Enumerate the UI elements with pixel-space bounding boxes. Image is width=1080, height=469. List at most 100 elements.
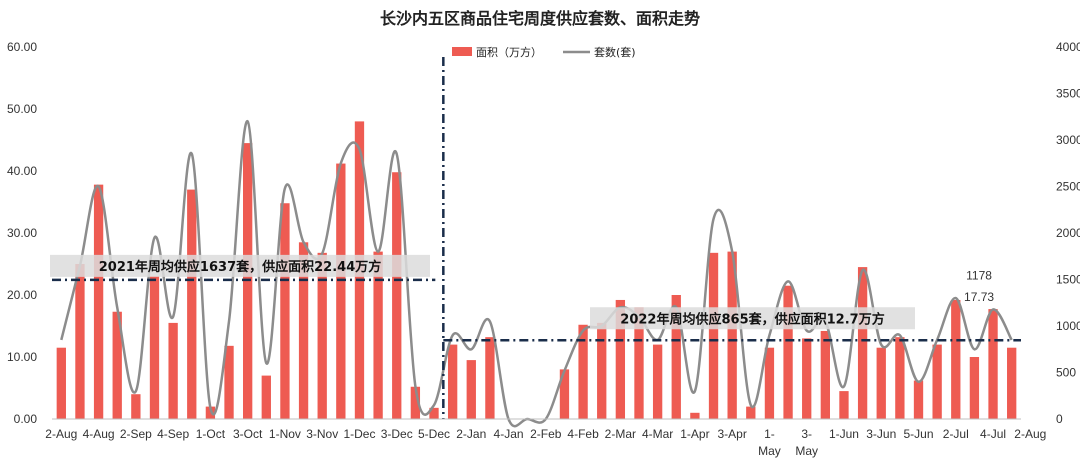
- y-tick-label: 10.00: [7, 350, 37, 364]
- area-bar: [690, 412, 700, 419]
- y-tick-label: 20.00: [7, 288, 37, 302]
- y-tick-label: 0.00: [14, 412, 38, 426]
- area-bar: [317, 252, 327, 419]
- reference-note-box: [50, 254, 430, 277]
- data-label: 1178: [966, 268, 992, 282]
- area-bar: [131, 394, 141, 419]
- y2-tick-label: 1000: [1056, 319, 1080, 333]
- y2-tick-label: 0: [1056, 412, 1063, 426]
- area-bar: [56, 347, 66, 419]
- area-bar: [485, 337, 495, 419]
- area-bar: [205, 406, 216, 419]
- x-tick-label: 4-Mar: [642, 427, 673, 441]
- x-tick-label: 1-Oct: [196, 427, 226, 441]
- area-bar: [727, 251, 737, 419]
- area-bar: [112, 311, 122, 419]
- area-bar: [261, 375, 271, 419]
- x-tick-label: 1-May: [758, 427, 781, 458]
- y-tick-label: 30.00: [7, 226, 37, 240]
- legend-swatch-area: [452, 47, 472, 56]
- x-tick-label: 5-Dec: [418, 427, 450, 441]
- area-bar: [652, 344, 663, 419]
- area-bar: [764, 347, 775, 419]
- area-bar: [168, 322, 178, 419]
- x-tick-label: 4-Jan: [494, 427, 524, 441]
- area-bar: [895, 337, 905, 419]
- area-bar: [634, 307, 644, 419]
- x-tick-label: 2-Feb: [530, 427, 562, 441]
- legend-label-units: 套数(套): [594, 46, 636, 59]
- area-bar: [988, 309, 998, 419]
- area-bar: [429, 407, 439, 419]
- reference-note-box: [590, 307, 915, 330]
- reference-note-label: 2021年周均供应1637套，供应面积22.44万方: [99, 259, 381, 275]
- y2-tick-label: 2500: [1056, 180, 1080, 194]
- reference-note-label: 2022年周均供应865套，供应面积12.7万方: [620, 311, 884, 327]
- x-tick-label: 2-Jul: [943, 427, 969, 441]
- area-bar: [447, 344, 458, 419]
- y2-tick-label: 1500: [1056, 273, 1080, 287]
- x-tick-label: 1-Jun: [829, 427, 859, 441]
- y2-tick-label: 2000: [1056, 226, 1080, 240]
- x-tick-label: 1-Dec: [343, 427, 375, 441]
- area-bar: [224, 345, 234, 419]
- area-bar: [373, 251, 383, 419]
- area-bar: [913, 380, 924, 419]
- area-bar: [708, 252, 719, 419]
- x-tick-label: 2-Jan: [456, 427, 486, 441]
- y2-tick-label: 3000: [1056, 133, 1080, 147]
- y-tick-label: 60.00: [7, 40, 37, 54]
- x-tick-label: 3-Oct: [233, 427, 263, 441]
- area-bar: [392, 172, 402, 419]
- area-bar: [149, 276, 160, 419]
- area-bar: [783, 285, 793, 419]
- area-bar: [298, 242, 309, 419]
- area-bar: [839, 391, 849, 419]
- area-bar: [876, 347, 886, 419]
- x-tick-label: 2-Aug: [1014, 427, 1046, 441]
- area-bar: [671, 295, 681, 419]
- data-label: 17.73: [964, 290, 994, 304]
- area-bar: [951, 299, 961, 419]
- area-bar: [802, 338, 812, 419]
- legend-label-area: 面积（万方）: [476, 45, 542, 59]
- x-tick-label: 3-Jun: [866, 427, 896, 441]
- area-bar: [559, 369, 570, 419]
- x-tick-label: 1-Nov: [269, 427, 301, 441]
- reference-lines: 2021年周均供应1637套，供应面积22.44万方 2022年周均供应865套，…: [50, 57, 1021, 419]
- area-bar: [932, 344, 942, 419]
- x-tick-label: 5-Jun: [903, 427, 933, 441]
- area-bar: [578, 324, 588, 419]
- y2-tick-label: 4000: [1056, 40, 1080, 54]
- x-tick-label: 4-Aug: [83, 427, 115, 441]
- x-tick-label: 4-Jul: [980, 427, 1006, 441]
- area-bar: [615, 299, 626, 419]
- area-bar: [410, 386, 421, 419]
- y-axis-right: 0 500 1000 1500 2000 2500 3000 3500 4000: [1056, 40, 1080, 426]
- area-bar: [969, 357, 980, 419]
- x-tick-label: 3-Dec: [381, 427, 413, 441]
- x-tick-label: 4-Sep: [157, 427, 189, 441]
- x-tick-label: 4-Feb: [567, 427, 599, 441]
- area-bar: [280, 203, 290, 419]
- x-tick-label: 1-Apr: [680, 427, 709, 441]
- y-tick-label: 50.00: [7, 102, 37, 116]
- area-bar: [187, 189, 197, 419]
- area-bar: [820, 330, 830, 419]
- x-tick-label: 3-Nov: [306, 427, 338, 441]
- area-bar: [93, 184, 104, 419]
- x-tick-label: 3-May: [795, 427, 818, 458]
- chart-title: 长沙内五区商品住宅周度供应套数、面积走势: [380, 9, 700, 28]
- area-bar: [75, 264, 85, 419]
- y-axis-left: 0.00 10.00 20.00 30.00 40.00 50.00 60.00: [7, 40, 37, 426]
- area-bar: [597, 322, 607, 419]
- x-tick-label: 2-Sep: [120, 427, 152, 441]
- x-tick-label: 2-Aug: [45, 427, 77, 441]
- x-tick-label: 2-Mar: [605, 427, 636, 441]
- x-tick-label: 3-Apr: [717, 427, 746, 441]
- x-axis: 2-Aug 4-Aug 2-Sep 4-Sep 1-Oct 3-Oct 1-Nov 3-Nov…: [45, 418, 1046, 458]
- y2-tick-label: 500: [1056, 366, 1076, 380]
- legend: 面积（万方） 套数(套): [452, 45, 636, 59]
- y-tick-label: 40.00: [7, 164, 37, 178]
